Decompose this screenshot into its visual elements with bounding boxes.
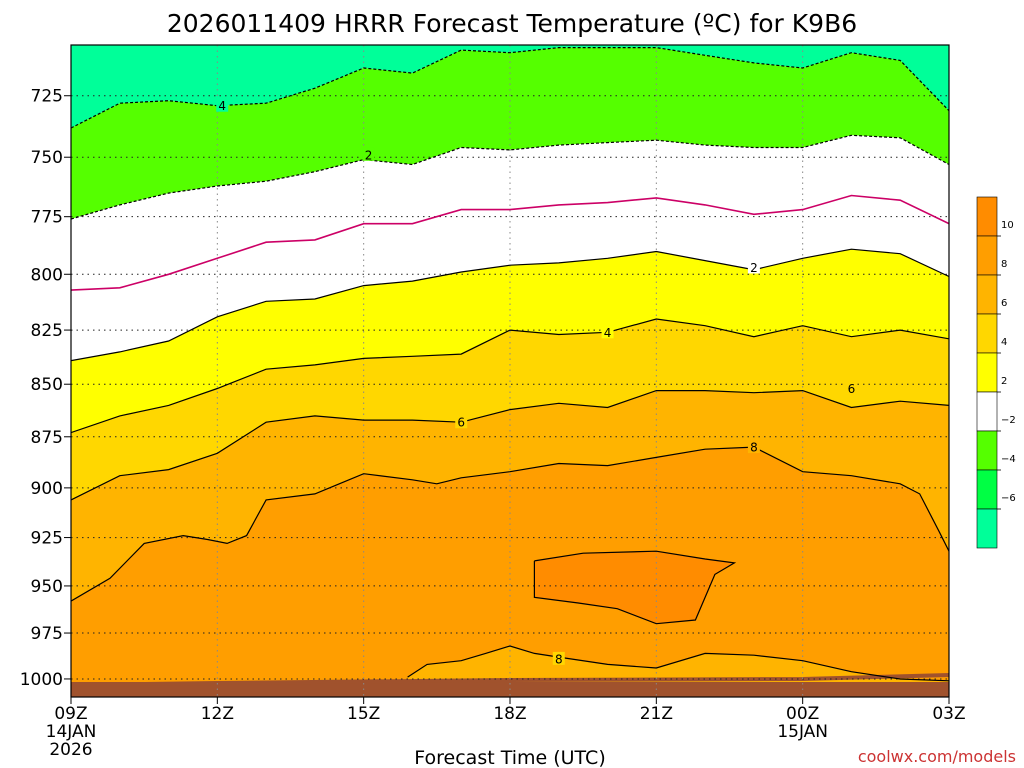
contour-label: 8 [555,652,563,666]
y-tick-label: 850 [31,375,63,395]
contour-labels: 4 2 2 4 6 6 8 8 [216,98,858,666]
isotherm-line [71,248,949,362]
colorbar-label: 2 [1001,376,1007,387]
x-tick-label: 12Z [201,704,234,724]
colorbar-label: 10 [1001,220,1014,231]
x-tick-label: 09Z 14JAN 2026 [46,704,97,760]
contour-label-bg [747,260,760,274]
x-tick-label: 03Z [932,704,965,724]
y-tick-label: 925 [31,529,63,549]
colorbar-label: −2 [1001,415,1016,426]
x-tick-label: 00Z 15JAN [777,704,828,742]
y-axis-ticks: 725 750 775 800 825 850 875 900 925 950 975 1000 [20,87,71,690]
ground-edge [71,673,949,687]
y-tick-label: 975 [31,624,63,644]
colorbar-label: 6 [1001,298,1007,309]
y-tick-label: 725 [31,87,63,107]
colorbar-label: −6 [1001,493,1016,504]
temperature-band [71,45,949,128]
colorbar-swatch [976,508,998,549]
temperature-band [71,135,949,361]
y-tick-label: 800 [31,265,63,285]
chart-title: 2026011409 HRRR Forecast Temperature (ºC… [167,9,857,38]
temperature-band [71,390,949,602]
contour-label: 6 [848,382,856,396]
colorbar: 10 8 6 4 2 −2 −4 −6 [976,196,1016,549]
contour-label: 6 [457,416,465,430]
y-tick-label: 900 [31,479,63,499]
colorbar-swatch [976,430,998,471]
temperature-band [71,447,949,697]
colorbar-swatch [976,313,998,354]
colorbar-swatch [976,352,998,393]
contour-label-bg [455,415,468,429]
colorbar-swatch [976,391,998,432]
contour-label-bg [216,98,229,112]
x-tick-label: 21Z [640,704,673,724]
contour-label: 2 [365,148,373,162]
isotherm-line [71,389,949,501]
contour-label-bg [552,651,565,665]
contour-label-bg [747,440,760,454]
isotherm-line [407,645,949,682]
colorbar-label: 4 [1001,337,1007,348]
contour-label: 4 [604,326,612,340]
isotherm-line [71,318,949,434]
colorbar-swatch [976,274,998,315]
colorbar-swatch [976,196,998,237]
grid-lines [71,45,949,697]
y-tick-label: 1000 [20,670,63,690]
x-axis-label: Forecast Time (UTC) [414,747,605,768]
contour-label: 2 [750,261,758,275]
x-tick-label: 15Z [347,704,380,724]
isotherm-line [533,550,737,625]
x-tick-label: 18Z [493,704,526,724]
colorbar-swatch [976,235,998,276]
temperature-band-warm-core [534,551,735,624]
colorbar-swatch [976,469,998,510]
contour-label: 8 [750,441,758,455]
contour-label-bg [845,381,858,395]
contour-label-bg [601,325,614,339]
contour-label: 4 [218,99,226,113]
temperature-band [71,249,949,433]
colorbar-label: 8 [1001,259,1007,270]
x-axis-ticks: 09Z 14JAN 2026 12Z 15Z 18Z 21Z 00Z 15JAN 03Z [46,697,966,760]
isotherm-contours [71,46,949,682]
temperature-bands [71,45,949,697]
y-tick-label: 825 [31,321,63,341]
isotherm-line [71,134,949,220]
y-tick-label: 875 [31,428,63,448]
y-tick-label: 775 [31,208,63,228]
y-tick-label: 950 [31,577,63,597]
credit-text: coolwx.com/models [858,747,1016,766]
colorbar-label: −4 [1001,454,1016,465]
isotherm-line [71,446,949,602]
isotherm-line [71,194,949,291]
y-tick-label: 750 [31,148,63,168]
contour-label-bg [362,147,375,161]
